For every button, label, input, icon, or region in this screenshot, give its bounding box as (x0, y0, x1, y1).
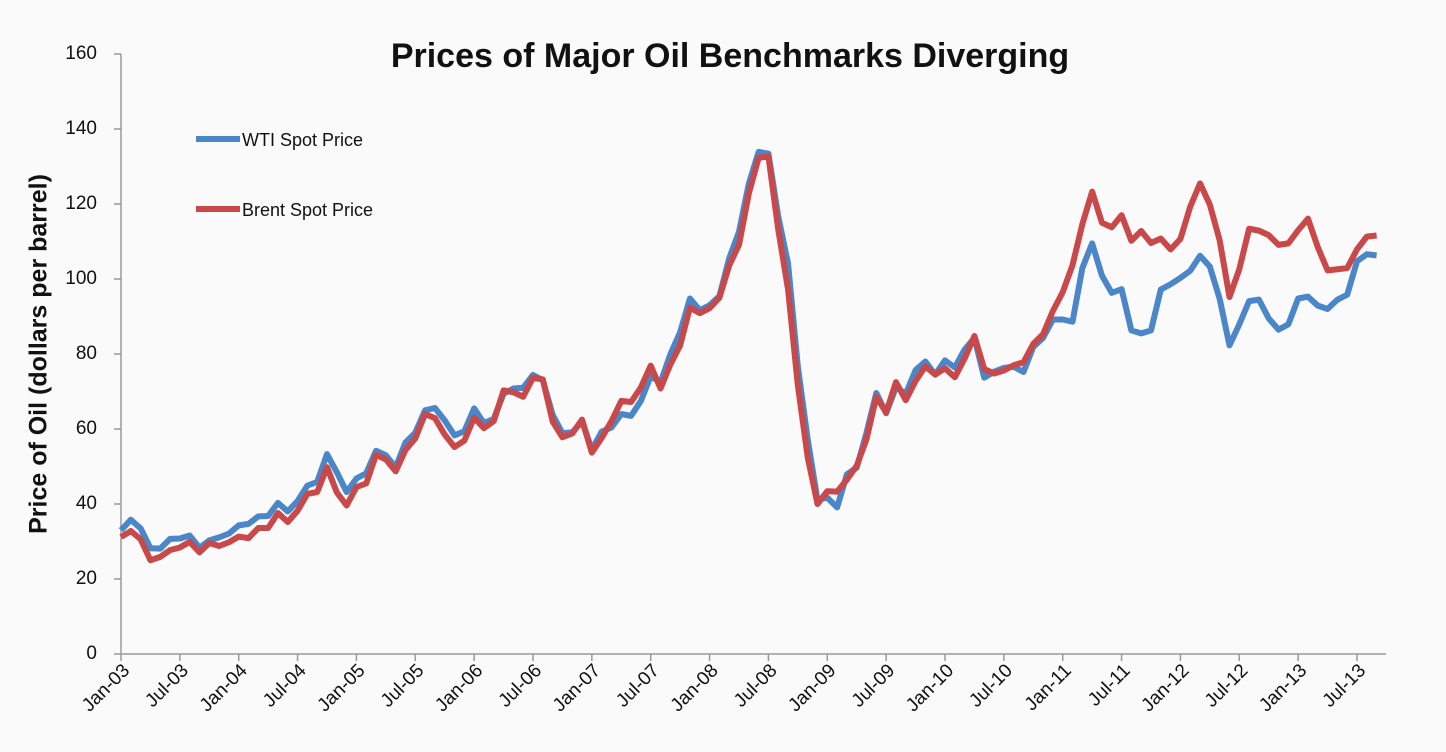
x-tick-label: Jul-11 (1084, 660, 1134, 710)
x-tick-label: Jan-05 (314, 660, 370, 716)
x-tick-label: Jul-10 (965, 660, 1016, 711)
series-line (119, 153, 1377, 564)
y-tick-label: 140 (65, 118, 97, 139)
x-tick-label: Jan-03 (78, 660, 134, 716)
y-tick-label: 0 (86, 643, 97, 664)
x-tick-label: Jan-07 (549, 660, 605, 716)
x-tick-label: Jan-10 (902, 660, 958, 716)
x-tick-label: Jul-08 (730, 660, 781, 711)
y-tick-label: 60 (76, 418, 97, 439)
x-tick-label: Jul-06 (495, 660, 546, 711)
x-tick-label: Jul-03 (141, 660, 192, 711)
x-tick-label: Jan-06 (431, 660, 487, 716)
x-tick-label: Jan-04 (196, 660, 252, 716)
y-tick-label: 20 (76, 568, 97, 589)
chart-title: Prices of Major Oil Benchmarks Diverging (391, 37, 1069, 75)
x-tick-label: Jul-13 (1319, 660, 1370, 711)
y-tick-label: 100 (65, 268, 97, 289)
x-tick-label: Jul-07 (612, 660, 663, 711)
legend-label: Brent Spot Price (242, 200, 373, 220)
y-tick-label: 40 (76, 493, 97, 514)
x-tick-label: Jan-11 (1021, 660, 1076, 715)
y-axis-label: Price of Oil (dollars per barrel) (25, 174, 53, 534)
x-tick-label: Jan-09 (784, 660, 840, 716)
x-tick-label: Jan-13 (1255, 660, 1311, 716)
y-tick-label: 160 (65, 43, 97, 64)
x-tick-label: Jul-12 (1201, 660, 1252, 711)
y-tick-label: 120 (65, 193, 97, 214)
x-tick-label: Jul-09 (848, 660, 899, 711)
x-tick-label: Jul-05 (377, 660, 428, 711)
x-tick-label: Jul-04 (259, 660, 311, 712)
legend-label: WTI Spot Price (242, 130, 363, 150)
y-tick-label: 80 (76, 343, 97, 364)
x-tick-label: Jan-08 (667, 660, 723, 716)
x-tick-label: Jan-12 (1138, 660, 1194, 716)
